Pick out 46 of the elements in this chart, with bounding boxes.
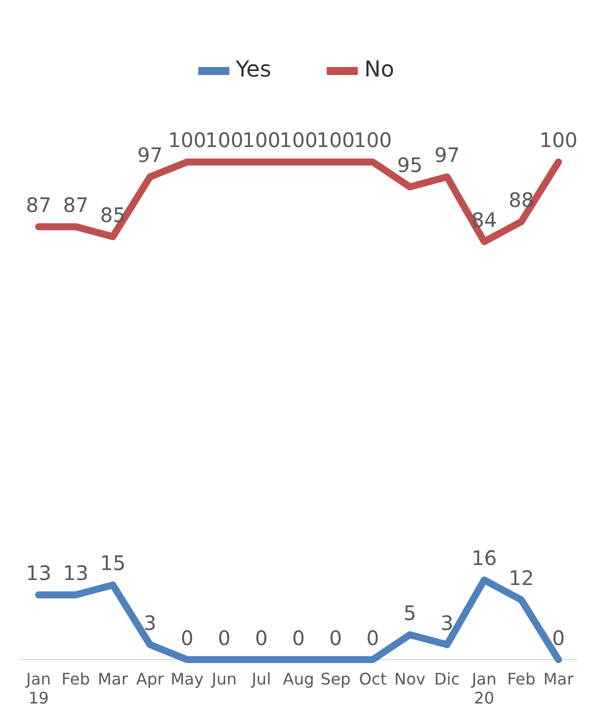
x-tick-label: Sep [320, 669, 351, 688]
data-label: 85 [100, 202, 126, 227]
x-tick-label: Jan 20 [470, 669, 497, 708]
data-label: 0 [218, 626, 231, 650]
data-label: 13 [26, 561, 52, 586]
data-label: 100 [279, 128, 318, 152]
data-label: 0 [552, 626, 565, 650]
data-label: 0 [329, 626, 342, 650]
data-label: 3 [440, 610, 454, 635]
x-tick-label: May [170, 669, 204, 688]
data-label: 100 [242, 128, 280, 152]
data-label: 100 [354, 128, 392, 152]
legend-label: No [364, 58, 394, 83]
data-label: 16 [471, 546, 497, 570]
x-tick-label: Feb [62, 669, 90, 688]
data-label: 15 [100, 551, 126, 576]
data-label: 0 [255, 626, 268, 650]
data-label: 100 [205, 128, 244, 152]
data-label: 12 [508, 566, 534, 590]
legend-label: Yes [234, 58, 272, 83]
data-label: 0 [366, 626, 380, 650]
x-tick-label: Apr [136, 669, 164, 688]
x-tick-label: Feb [507, 669, 536, 688]
x-tick-label: Nov [394, 669, 426, 688]
data-label: 3 [144, 610, 156, 635]
data-label: 100 [316, 128, 355, 152]
data-label: 95 [397, 153, 423, 178]
data-label: 13 [62, 561, 88, 586]
data-label: 97 [137, 143, 163, 168]
data-label: 100 [168, 128, 206, 152]
data-label: 87 [26, 192, 52, 217]
data-label: 0 [180, 626, 194, 650]
data-label: 5 [404, 600, 416, 625]
data-label: 0 [292, 626, 305, 650]
data-label: 88 [508, 188, 534, 212]
data-label: 87 [62, 192, 88, 217]
x-tick-label: Jul [250, 669, 272, 688]
x-tick-label: Mar [98, 669, 128, 688]
x-tick-label: Aug [282, 669, 314, 688]
x-tick-label: Oct [358, 669, 387, 688]
data-label: 97 [434, 143, 460, 168]
x-tick-label: Dic [434, 669, 460, 688]
x-tick-label: Mar [543, 669, 574, 688]
x-tick-label: Jun [210, 669, 237, 688]
data-label: 100 [539, 128, 578, 152]
x-tick-label: Jan 19 [25, 669, 51, 708]
